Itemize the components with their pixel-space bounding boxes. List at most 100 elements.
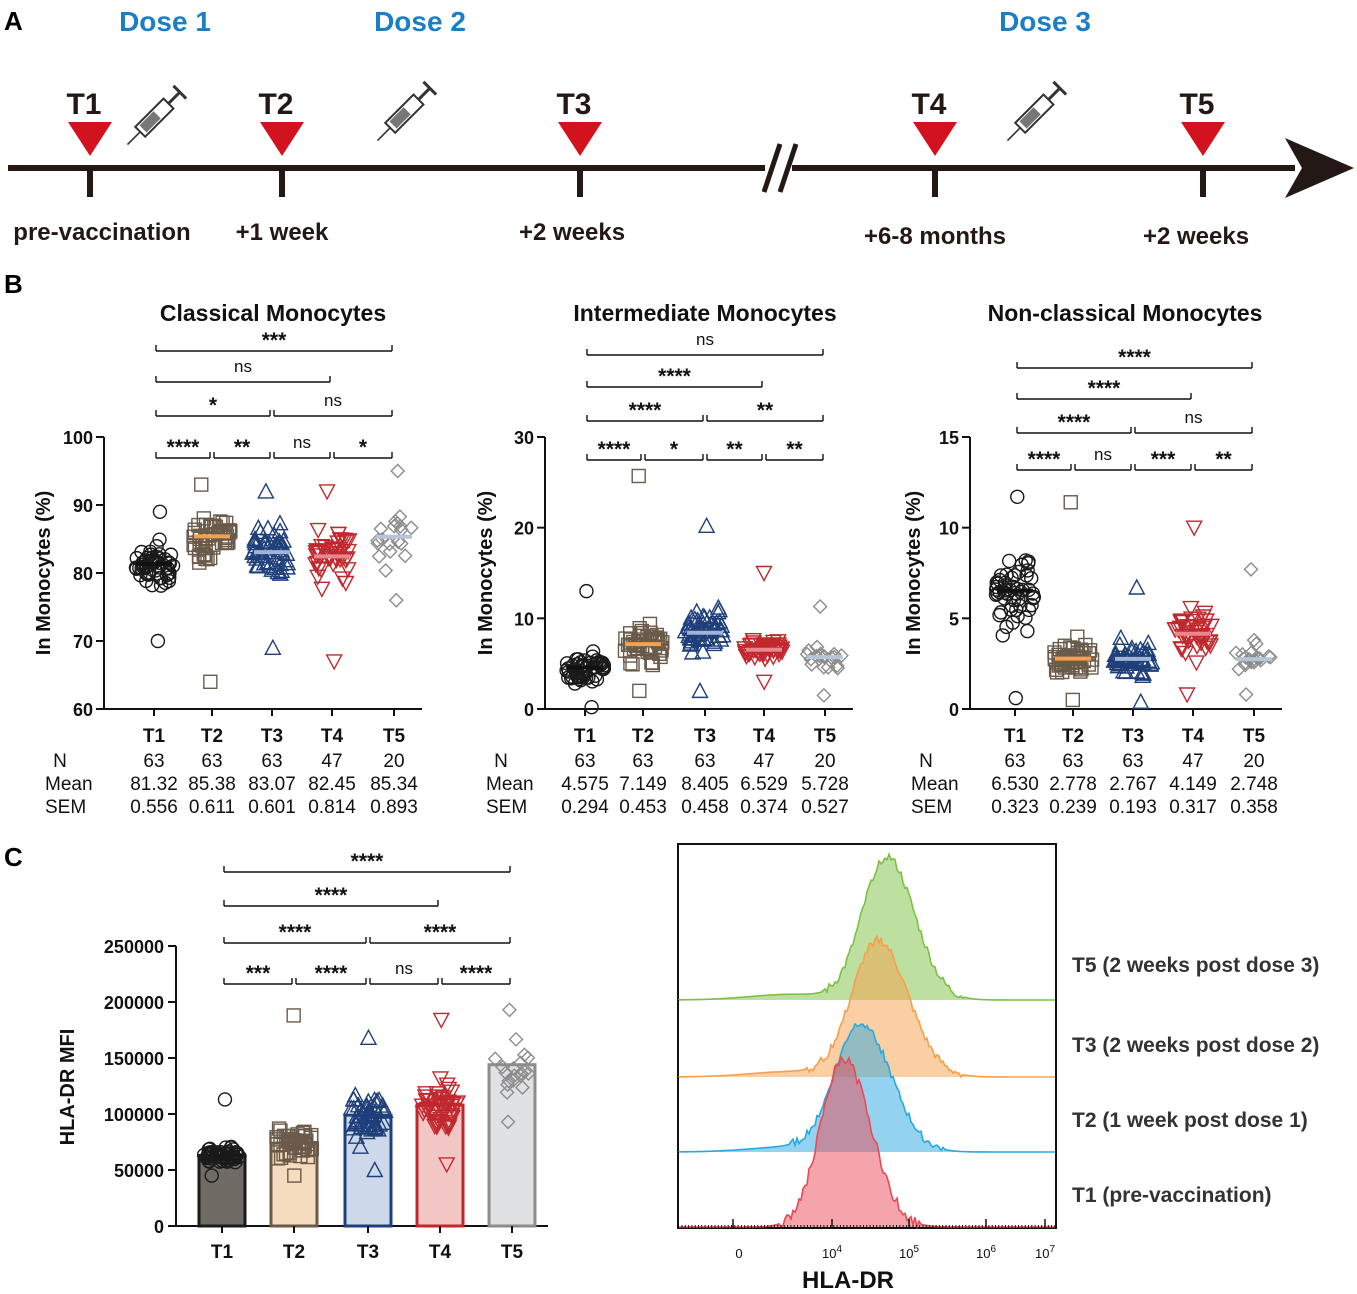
data-point [331,532,350,549]
histogram-fill [679,936,1055,1077]
syringe-needle [126,131,141,146]
data-point [1248,636,1264,652]
significance-label: **** [460,962,494,985]
x-tick-label: T4 [429,1242,452,1263]
x-tick-label: T3 [694,726,716,747]
data-point [1243,561,1259,577]
data-point [999,619,1014,635]
interval-label: +1 week [236,219,329,246]
stats-row-label: N [53,751,67,772]
data-point [141,567,156,582]
x-tick-label: 0 [735,1246,742,1261]
syringe-icon [1006,80,1068,142]
stats-sem-value: 0.527 [801,797,849,818]
data-point [694,607,712,624]
data-point [152,532,167,547]
significance-label: ns [1185,408,1203,427]
chart-title: Classical Monocytes [160,300,386,326]
data-point [1196,605,1214,622]
data-point [282,1145,298,1160]
syringe-fluid [1019,107,1041,129]
data-point [1128,662,1146,679]
data-point [187,540,203,556]
data-point [351,1137,370,1154]
data-point [1063,495,1078,510]
data-point [196,1147,212,1163]
data-point [376,1101,394,1118]
data-point [744,635,763,652]
data-point [1018,553,1033,568]
data-point [1188,638,1206,656]
data-point [381,536,397,552]
data-point [1249,649,1265,665]
x-tick-label: T3 [1122,726,1144,747]
data-point [1003,602,1019,617]
data-point [710,601,729,618]
stats-row-label: Mean [486,774,534,795]
data-point [709,598,728,615]
significance-label: **** [351,850,385,873]
significance-label: **** [279,921,313,944]
significance-label: **** [315,962,349,985]
stats-sem-value: 0.323 [991,797,1039,818]
data-point [287,1168,302,1183]
data-point [755,674,773,691]
data-point [417,1086,435,1103]
data-point [752,637,770,655]
significance-label: ** [786,438,803,461]
data-point [255,539,273,556]
x-tick-label: 106 [976,1244,996,1261]
significance-label: ns [1094,445,1112,464]
significance-label: *** [262,329,287,352]
histogram-legend-label: T5 (2 weeks post dose 3) [1072,954,1319,977]
histogram-legend-label: T1 (pre-vaccination) [1072,1184,1272,1207]
syringe-fluid [139,111,161,133]
data-point [676,622,695,639]
data-point [1238,687,1254,702]
histogram-legend-label: T2 (1 week post dose 1) [1072,1109,1308,1132]
data-point [258,553,277,570]
data-point [585,644,601,659]
data-point [370,535,386,551]
data-point [1261,648,1277,664]
syringe-needle [376,127,391,142]
stats-n-value: 63 [632,751,653,772]
data-point [1111,655,1129,672]
data-point [508,1031,524,1047]
data-point [1192,630,1210,647]
significance-label: ns [696,330,714,349]
data-point [374,1113,393,1131]
data-point [1020,623,1035,639]
data-point [816,648,832,664]
x-tick-label: T3 [357,1242,379,1263]
data-point [816,687,832,703]
x-tick-label: T1 [211,1242,234,1263]
data-point [736,644,755,661]
timeline-arrow-icon [1285,138,1354,198]
data-point [1010,489,1025,505]
y-tick-label: 90 [73,496,93,516]
x-tick-label: T2 [201,726,223,747]
data-point [313,581,331,598]
y-axis-label: HLA-DR MFI [57,1029,79,1146]
data-point [1166,622,1184,639]
y-tick-label: 30 [514,428,534,448]
stats-mean-value: 83.07 [248,774,296,795]
data-point [816,659,832,675]
data-point [333,571,352,588]
data-point [269,1137,284,1152]
syringe-plunger [1047,87,1061,101]
data-point [418,1101,437,1118]
data-point [809,639,825,655]
data-point [487,1051,503,1067]
data-point [992,607,1007,623]
data-point [204,1168,219,1183]
data-point [359,1028,378,1046]
significance-label: ns [324,391,342,410]
syringe-icon [126,84,188,146]
stats-mean-value: 81.32 [130,774,178,795]
data-point [1181,629,1199,646]
data-point [697,516,716,534]
x-tick-label: T4 [321,726,344,747]
